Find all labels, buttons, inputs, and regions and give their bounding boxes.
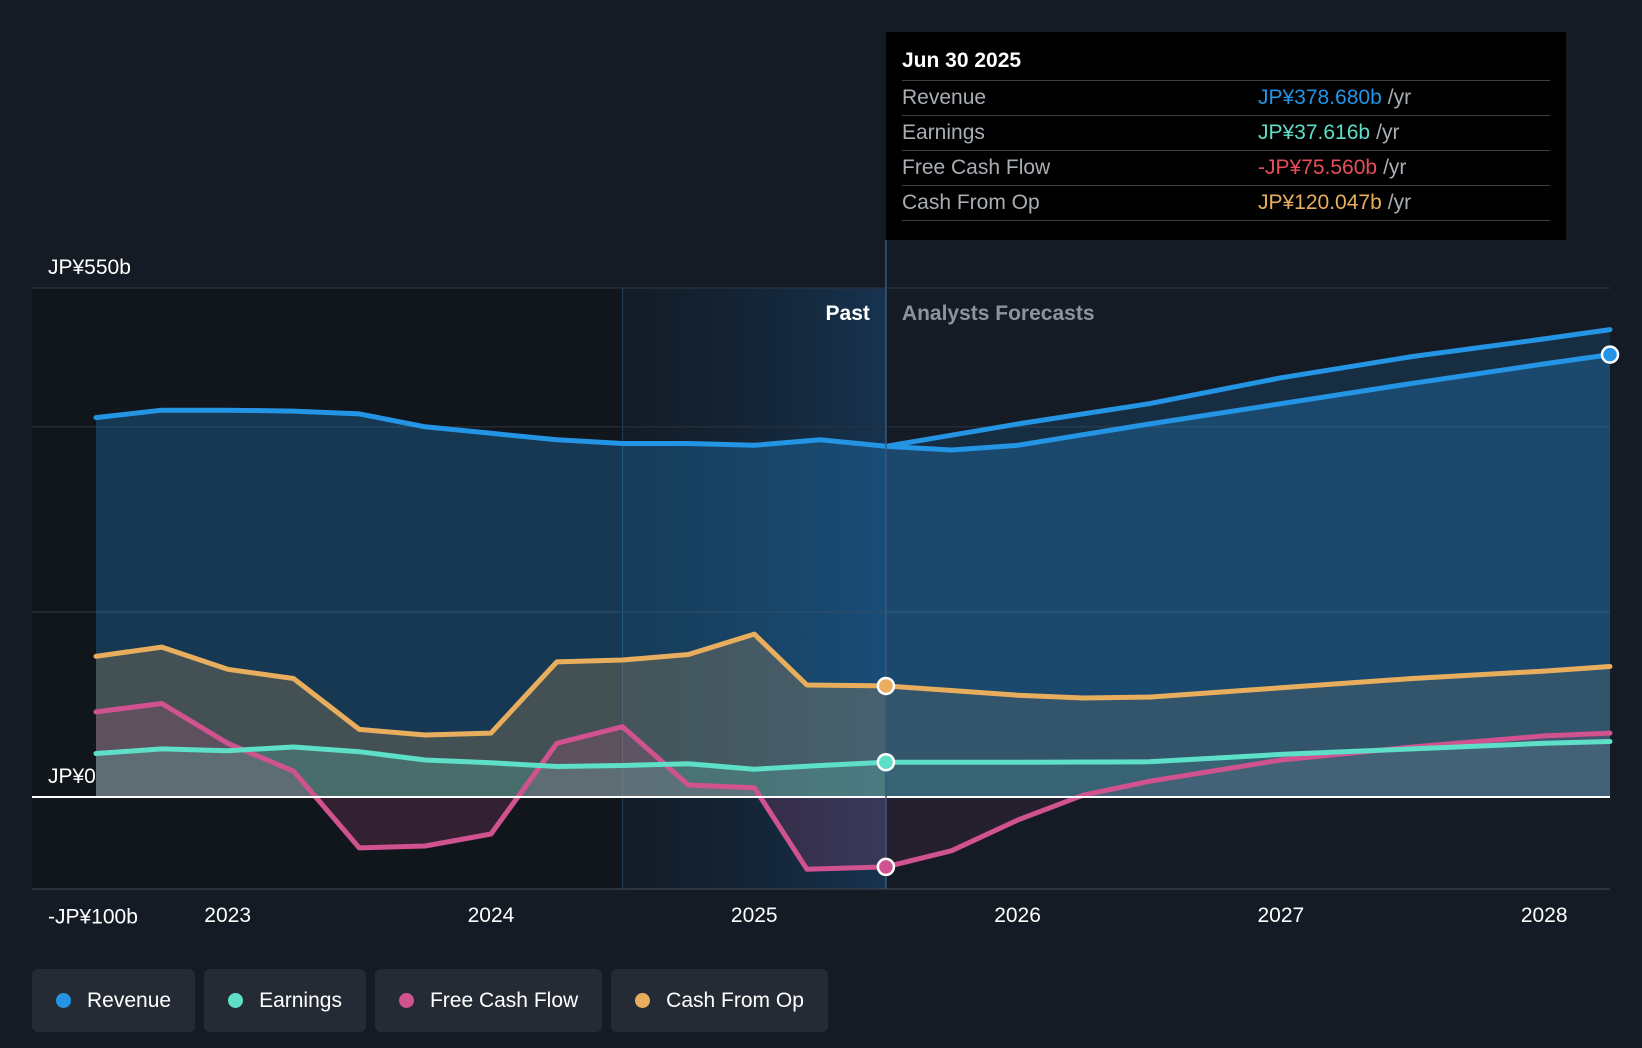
x-tick-label-2028: 2028 <box>1521 904 1568 927</box>
legend-dot-icon <box>56 993 71 1008</box>
x-tick-label-2023: 2023 <box>204 904 251 927</box>
x-tick-label-2025: 2025 <box>731 904 778 927</box>
area-free-cash-flow-past <box>96 703 886 870</box>
tooltip-label: Revenue <box>902 86 987 109</box>
tooltip-unit: /yr <box>1387 86 1412 109</box>
x-tick-label-2026: 2026 <box>994 904 1041 927</box>
tooltip-unit: /yr <box>1376 121 1400 144</box>
area-earnings-forecast <box>885 741 1610 797</box>
line-earnings-past <box>93 744 889 772</box>
tooltip-row-free-cash-flow: Free Cash Flow -JP¥75.560b /yr <box>902 150 1550 185</box>
tooltip-value: -JP¥75.560b <box>1258 156 1378 179</box>
x-tick-label-2027: 2027 <box>1258 904 1305 927</box>
legend-dot-icon <box>635 993 651 1008</box>
marker-earnings <box>876 752 896 772</box>
tooltip-value: JP¥378.680b <box>1258 86 1382 109</box>
tooltip-unit: /yr <box>1383 156 1407 179</box>
legend-label: Earnings <box>259 988 342 1012</box>
line-free-cash-flow-past <box>93 701 889 872</box>
legend: Revenue Earnings Free Cash Flow Cash Fro… <box>32 969 828 1032</box>
area-cash-from-op-past <box>96 634 886 797</box>
y-axis-label-jp-0: JP¥0 <box>48 765 96 788</box>
area-free-cash-flow-forecast <box>885 733 1610 867</box>
tooltip-date: Jun 30 2025 <box>902 49 1022 72</box>
line-revenue-forecast <box>883 327 1613 449</box>
tooltip-label: Free Cash Flow <box>902 156 1051 179</box>
line-cash-from-op-past <box>93 631 889 738</box>
y-axis-label--jp-100b: -JP¥100b <box>48 906 138 929</box>
legend-dot-icon <box>398 993 414 1008</box>
forecast-label: Analysts Forecasts <box>902 302 1095 325</box>
line-earnings-forecast <box>883 739 1613 765</box>
marker-free-cash-flow <box>876 857 896 877</box>
marker-revenue <box>1600 345 1620 364</box>
legend-item-free-cash-flow[interactable]: Free Cash Flow <box>374 969 603 1032</box>
legend-item-revenue[interactable]: Revenue <box>32 969 196 1032</box>
line-cash-from-op-forecast <box>883 664 1613 701</box>
tooltip-label: Cash From Op <box>902 191 1040 214</box>
tooltip-row-cash-from-op: Cash From Op JP¥120.047b /yr <box>902 185 1550 221</box>
line-revenue-past <box>93 352 1613 453</box>
x-tick-label-2024: 2024 <box>468 904 515 927</box>
legend-item-earnings[interactable]: Earnings <box>204 969 366 1032</box>
area-revenue-past <box>96 354 1610 797</box>
tooltip-unit: /yr <box>1387 191 1412 214</box>
tooltip-row-earnings: Earnings JP¥37.616b /yr <box>902 115 1550 150</box>
legend-label: Free Cash Flow <box>429 988 579 1012</box>
tooltip-label: Earnings <box>902 121 985 144</box>
legend-label: Revenue <box>87 988 172 1012</box>
legend-dot-icon <box>228 993 244 1008</box>
y-axis-label-jp-550b: JP¥550b <box>48 256 131 279</box>
legend-item-cash-from-op[interactable]: Cash From Op <box>611 969 828 1032</box>
past-label: Past <box>826 302 870 325</box>
legend-label: Cash From Op <box>666 988 804 1012</box>
tooltip-value: JP¥37.616b <box>1258 121 1371 144</box>
tooltip-row-revenue: Revenue JP¥378.680b /yr <box>902 80 1550 115</box>
area-revenue-forecast <box>885 329 1610 797</box>
marker-cash-from-op <box>876 676 896 696</box>
tooltip: Jun 30 2025 Revenue JP¥378.680b /yr Earn… <box>886 32 1566 240</box>
tooltip-value: JP¥120.047b <box>1258 191 1382 214</box>
line-free-cash-flow-forecast <box>883 730 1613 870</box>
